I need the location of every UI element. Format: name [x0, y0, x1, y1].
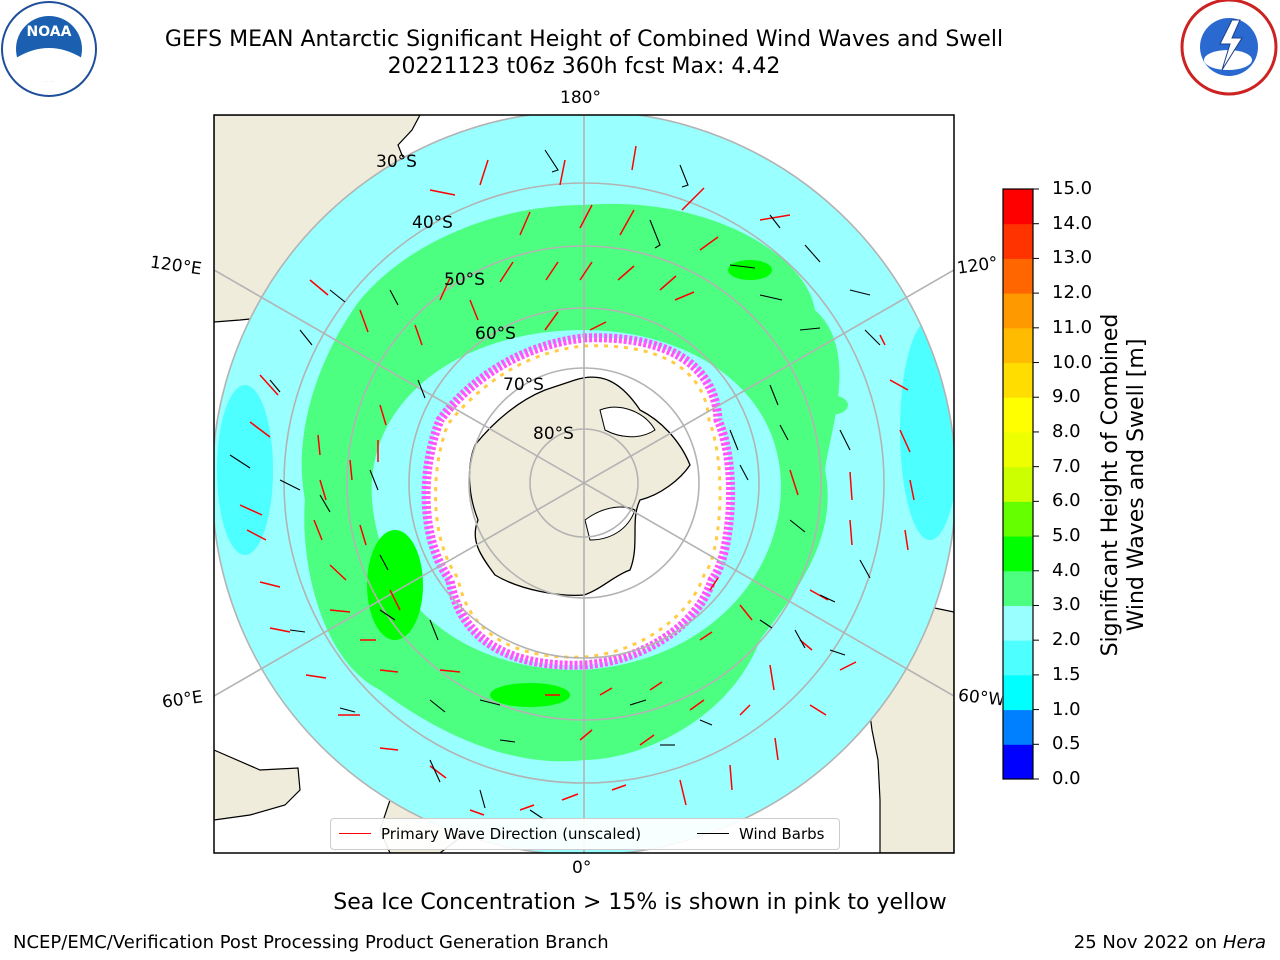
footer-credit: NCEP/EMC/Verification Post Processing Pr…: [13, 932, 609, 953]
colorbar-segment: [1003, 536, 1033, 572]
map-frame: [213, 114, 955, 854]
colorbar-tick-label: 1.5: [1052, 663, 1081, 685]
colorbar-segment: [1003, 640, 1033, 676]
colorbar-segment: [1003, 709, 1033, 745]
map-legend: Primary Wave Direction (unscaled) Wind B…: [330, 818, 840, 850]
colorbar-segment: [1003, 570, 1033, 606]
colorbar-segment: [1003, 397, 1033, 433]
colorbar-tick-label: 15.0: [1052, 178, 1093, 199]
colorbar-segment: [1003, 674, 1033, 711]
wave-band-3-4m: [301, 203, 840, 762]
colorbar-tick-label: 3.0: [1052, 594, 1081, 616]
colorbar-tick-label: 4.0: [1052, 559, 1081, 581]
lat-label-70s: 70°S: [503, 375, 544, 395]
lon-label-0: 0°: [572, 858, 592, 878]
colorbar-tick-label: 1.0: [1052, 698, 1081, 720]
colorbar-tick-label: 14.0: [1052, 212, 1093, 234]
colorbar-tick-label: 10.0: [1052, 351, 1093, 373]
colorbar-tick-label: 12.0: [1052, 282, 1093, 304]
footer-date: 25 Nov 2022 on Hera: [1074, 932, 1266, 953]
lon-label-180: 180°: [560, 88, 601, 108]
colorbar-segment: [1003, 431, 1033, 468]
colorbar-tick-label: 5.0: [1052, 525, 1081, 547]
colorbar-label-line2: Wind Waves and Swell [m]: [1124, 338, 1149, 632]
noaa-logo-text: NOAA: [27, 24, 72, 40]
title-line-1: GEFS MEAN Antarctic Significant Height o…: [164, 27, 1004, 52]
colorbar-tick-label: 6.0: [1052, 490, 1081, 512]
lat-label-30s: 30°S: [376, 152, 417, 172]
colorbar-label: Significant Height of Combined Wind Wave…: [1098, 275, 1158, 695]
colorbar-segment: [1003, 293, 1033, 329]
colorbar-label-line1: Significant Height of Combined: [1098, 313, 1123, 657]
colorbar-frame: [1002, 188, 1034, 780]
colorbar-tick-label: 13.0: [1052, 247, 1093, 269]
legend-wave-label: Primary Wave Direction (unscaled): [381, 825, 642, 843]
wave-direction-arrows: [239, 145, 915, 816]
colorbar: [1002, 188, 1039, 780]
colorbar-tick-label: 7.0: [1052, 455, 1081, 477]
noaa-logo: NOAA: [1, 1, 97, 97]
colorbar-tick-label: 9.0: [1052, 386, 1081, 408]
legend-barb-line: [697, 833, 729, 834]
wave-patch-west: [217, 385, 273, 555]
lat-label-40s: 40°S: [412, 213, 453, 233]
legend-barb-label: Wind Barbs: [739, 825, 825, 843]
lat-label-60s: 60°S: [475, 324, 516, 344]
sea-ice-note: Sea Ice Concentration > 15% is shown in …: [333, 890, 947, 915]
legend-wave-line: [339, 833, 371, 834]
footer-host: Hera: [1222, 932, 1266, 953]
graticule: [214, 115, 954, 853]
colorbar-segment: [1003, 501, 1033, 537]
colorbar-segment: [1003, 258, 1033, 294]
colorbar-tick-label: 0.5: [1052, 733, 1081, 755]
colorbar-tick-label: 2.0: [1052, 629, 1081, 651]
colorbar-segment: [1003, 327, 1033, 364]
wave-max-patch: [367, 530, 423, 640]
colorbar-segment: [1003, 362, 1033, 398]
colorbar-segment: [1003, 189, 1033, 225]
colorbar-tick-label: 0.0: [1052, 768, 1081, 789]
lat-label-80s: 80°S: [533, 424, 574, 444]
colorbar-segment: [1003, 223, 1033, 259]
title-line-2: 20221123 t06z 360h fcst Max: 4.42: [387, 54, 781, 79]
colorbar-segment: [1003, 466, 1033, 502]
colorbar-segment: [1003, 605, 1033, 641]
footer-date-text: 25 Nov 2022 on: [1073, 932, 1218, 953]
lat-label-50s: 50°S: [444, 270, 485, 290]
nws-logo: [1180, 0, 1278, 96]
colorbar-segment: [1003, 744, 1033, 780]
colorbar-tick-label: 11.0: [1052, 316, 1093, 338]
colorbar-tick-label: 8.0: [1052, 420, 1081, 442]
